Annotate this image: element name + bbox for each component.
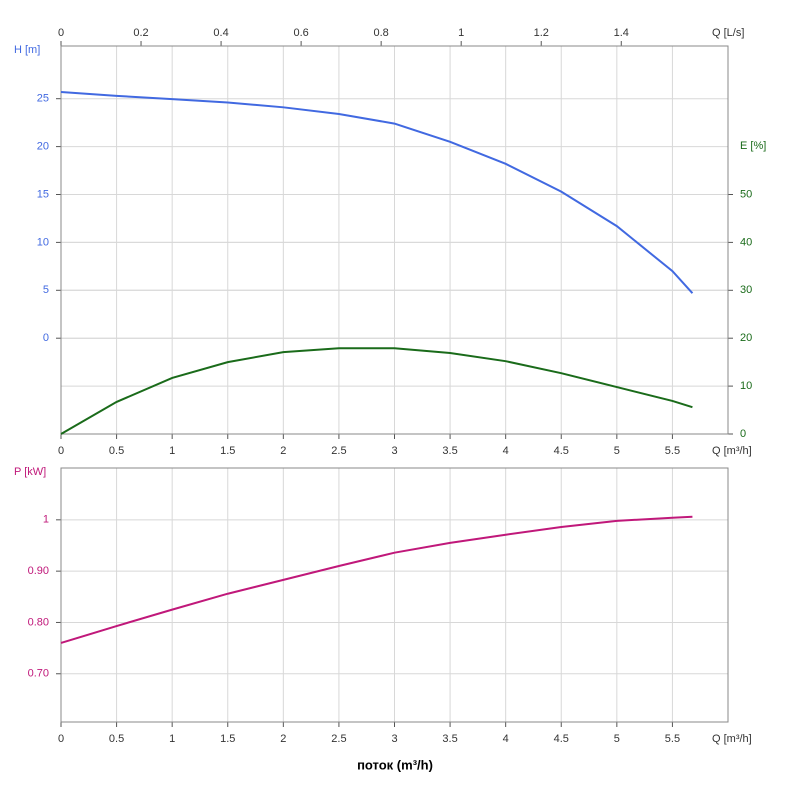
x-tick-label: 0.5: [109, 445, 124, 457]
x-tick-label: 1: [169, 445, 175, 457]
x-tick-label: 1.5: [220, 733, 235, 745]
y-tick-label: 0.70: [28, 668, 49, 680]
x-tick-label: 3: [391, 733, 397, 745]
x-tick-label: 2: [280, 445, 286, 457]
y-tick-label: 25: [37, 93, 49, 105]
x-tick-label: 2: [280, 733, 286, 745]
x-tick-label: 5: [614, 733, 620, 745]
x-tick-label: 2.5: [331, 445, 346, 457]
x2-tick-label: 1.4: [614, 27, 629, 39]
curve: [60, 515, 693, 644]
plot-frame: [60, 45, 729, 435]
y2-tick-label: 40: [740, 236, 752, 248]
x-tick-label: 1: [169, 733, 175, 745]
x2-tick-label: 0: [58, 27, 64, 39]
x2-tick-label: 0.6: [293, 27, 308, 39]
x-tick-label: 1.5: [220, 445, 235, 457]
x-tick-label: 0: [58, 733, 64, 745]
x-tick-label: 2.5: [331, 733, 346, 745]
y-tick-label: 15: [37, 188, 49, 200]
y2-tick-label: 10: [740, 380, 752, 392]
y-axis-label: H [m]: [14, 44, 40, 56]
x-tick-label: 3.5: [442, 733, 457, 745]
x-tick-label: 0.5: [109, 733, 124, 745]
x-tick-label: 4.5: [554, 733, 569, 745]
x2-tick-label: 1.2: [534, 27, 549, 39]
plot-frame: [60, 467, 729, 723]
x2-tick-label: 1: [458, 27, 464, 39]
x-axis-label: Q [m³/h]: [712, 733, 752, 745]
x-tick-label: 4: [503, 445, 509, 457]
x-tick-label: 5.5: [665, 733, 680, 745]
y-axis-label: P [kW]: [14, 466, 46, 478]
y-tick-label: 1: [43, 514, 49, 526]
curve: [60, 347, 693, 435]
x-caption: поток (m³/h): [357, 757, 433, 772]
x-tick-label: 5.5: [665, 445, 680, 457]
y2-tick-label: 0: [740, 428, 746, 440]
y-tick-label: 0.90: [28, 565, 49, 577]
y-tick-label: 20: [37, 140, 49, 152]
y2-tick-label: 50: [740, 188, 752, 200]
x-tick-label: 3.5: [442, 445, 457, 457]
x-tick-label: 5: [614, 445, 620, 457]
y-tick-label: 0: [43, 332, 49, 344]
curve: [60, 90, 694, 294]
x2-tick-label: 0.2: [133, 27, 148, 39]
y-tick-label: 5: [43, 284, 49, 296]
x-axis-label: Q [m³/h]: [712, 445, 752, 457]
x2-axis-label: Q [L/s]: [712, 27, 744, 39]
x-tick-label: 0: [58, 445, 64, 457]
x-tick-label: 3: [391, 445, 397, 457]
x-tick-label: 4.5: [554, 445, 569, 457]
x-tick-label: 4: [503, 733, 509, 745]
y-tick-label: 0.80: [28, 616, 49, 628]
y2-tick-label: 20: [740, 332, 752, 344]
y-tick-label: 10: [37, 236, 49, 248]
x2-tick-label: 0.8: [374, 27, 389, 39]
x2-tick-label: 0.4: [213, 27, 228, 39]
y2-tick-label: 30: [740, 284, 752, 296]
y2-axis-label: E [%]: [740, 140, 766, 152]
